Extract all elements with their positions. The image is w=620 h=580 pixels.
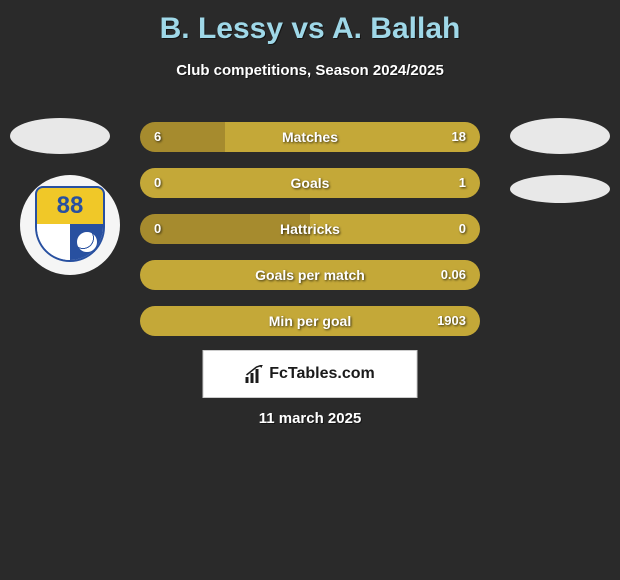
stat-bar-left-value: 0: [154, 168, 161, 198]
club-shield-icon: 88: [35, 186, 105, 264]
player-left-club-badge: 88: [20, 175, 120, 275]
stat-bar-label: Goals per match: [140, 260, 480, 290]
stat-bar: Min per goal1903: [140, 306, 480, 336]
stat-bar-label: Hattricks: [140, 214, 480, 244]
stat-bar: Matches6 18: [140, 122, 480, 152]
stat-bar-right-value: 1903: [437, 306, 466, 336]
stat-bar-right-value: 0: [459, 214, 466, 244]
soccer-ball-icon: [76, 231, 98, 253]
fctables-chart-icon: [245, 365, 265, 383]
date-label: 11 march 2025: [0, 410, 620, 427]
club-number: 88: [35, 186, 105, 224]
page-title: B. Lessy vs A. Ballah: [0, 0, 620, 46]
stat-bar: Goals per match0.06: [140, 260, 480, 290]
brand-name: FcTables.com: [269, 365, 375, 383]
brand-footer: FcTables.com: [203, 350, 418, 398]
stat-bar-label: Min per goal: [140, 306, 480, 336]
subtitle: Club competitions, Season 2024/2025: [0, 62, 620, 79]
stat-bar-right-value: 18: [452, 122, 466, 152]
stat-bar-right-value: 1: [459, 168, 466, 198]
stat-bar: Hattricks0 0: [140, 214, 480, 244]
stat-bar-left-value: 6: [154, 122, 161, 152]
stat-bar-left-value: 0: [154, 214, 161, 244]
stat-bar-label: Goals: [140, 168, 480, 198]
stat-bar-label: Matches: [140, 122, 480, 152]
player-left-avatar: [10, 118, 110, 154]
player-right-avatar: [510, 118, 610, 154]
comparison-bars: Matches618Goals01Hattricks00Goals per ma…: [140, 122, 480, 352]
stat-bar: Goals0 1: [140, 168, 480, 198]
stat-bar-right-value: 0.06: [441, 260, 466, 290]
player-right-club-avatar: [510, 175, 610, 203]
